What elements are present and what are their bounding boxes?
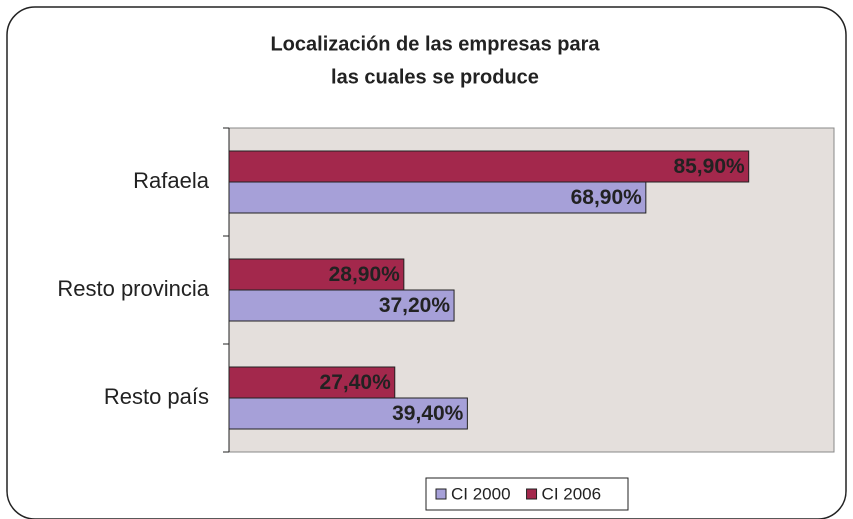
legend-swatch xyxy=(526,488,538,500)
legend-label: CI 2000 xyxy=(451,484,511,503)
y-tick-label: Resto provincia xyxy=(57,276,209,301)
data-label: 27,40% xyxy=(320,371,392,394)
chart-title: Localización de las empresas para xyxy=(270,33,600,55)
data-label: 68,90% xyxy=(571,186,643,209)
data-label: 39,40% xyxy=(392,402,464,425)
bar xyxy=(228,181,647,214)
legend-label: CI 2006 xyxy=(542,484,602,503)
legend-swatch xyxy=(435,488,447,500)
bar xyxy=(228,366,396,399)
bar xyxy=(228,150,750,183)
data-label: 37,20% xyxy=(379,294,451,317)
y-tick-label: Rafaela xyxy=(133,168,210,193)
y-tick-label: Resto país xyxy=(104,384,209,409)
chart-title: las cuales se produce xyxy=(331,66,539,88)
data-label: 85,90% xyxy=(673,155,745,178)
bar xyxy=(228,397,468,430)
bar xyxy=(228,258,405,291)
data-label: 28,90% xyxy=(329,263,401,286)
bar xyxy=(228,289,455,322)
